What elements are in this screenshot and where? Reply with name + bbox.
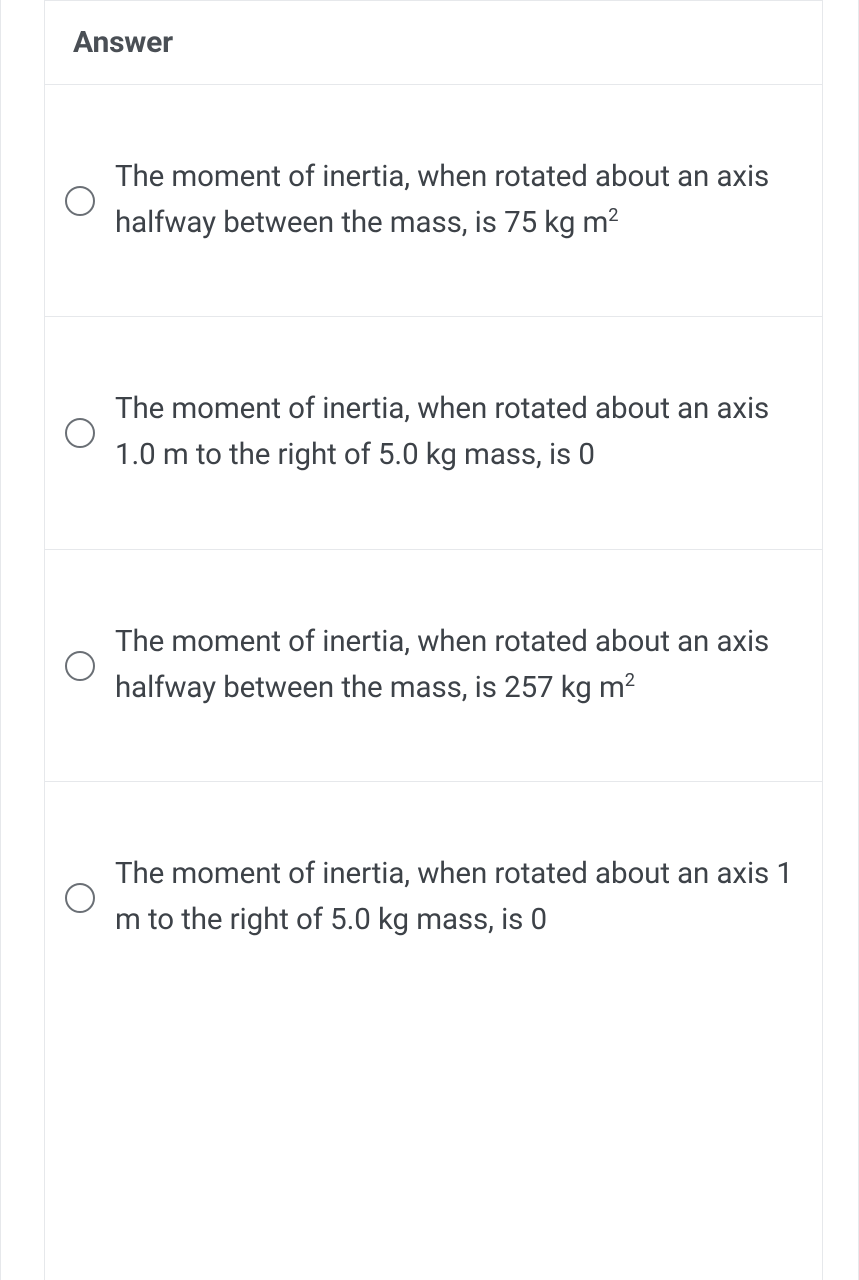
option-row[interactable]: The moment of inertia, when rotated abou… xyxy=(45,550,822,782)
option-text: The moment of inertia, when rotated abou… xyxy=(115,155,794,246)
option-text-sup: 2 xyxy=(625,670,635,691)
option-row[interactable]: The moment of inertia, when rotated abou… xyxy=(45,782,822,943)
answer-header: Answer xyxy=(45,0,822,85)
option-text-pre: The moment of inertia, when rotated abou… xyxy=(115,625,769,705)
option-row[interactable]: The moment of inertia, when rotated abou… xyxy=(45,317,822,549)
option-text-sup: 2 xyxy=(608,205,618,226)
option-text: The moment of inertia, when rotated abou… xyxy=(115,852,794,943)
radio-button[interactable] xyxy=(65,186,95,216)
option-text-pre: The moment of inertia, when rotated abou… xyxy=(115,392,769,472)
radio-button[interactable] xyxy=(65,883,95,913)
option-row[interactable]: The moment of inertia, when rotated abou… xyxy=(45,85,822,317)
option-text-pre: The moment of inertia, when rotated abou… xyxy=(115,160,769,240)
answer-title: Answer xyxy=(73,25,794,60)
option-text: The moment of inertia, when rotated abou… xyxy=(115,620,794,711)
page-outer: Answer The moment of inertia, when rotat… xyxy=(0,0,859,1280)
radio-button[interactable] xyxy=(65,651,95,681)
answer-card: Answer The moment of inertia, when rotat… xyxy=(44,0,823,1280)
radio-button[interactable] xyxy=(65,418,95,448)
option-text-pre: The moment of inertia, when rotated abou… xyxy=(115,857,793,937)
option-text: The moment of inertia, when rotated abou… xyxy=(115,387,794,478)
